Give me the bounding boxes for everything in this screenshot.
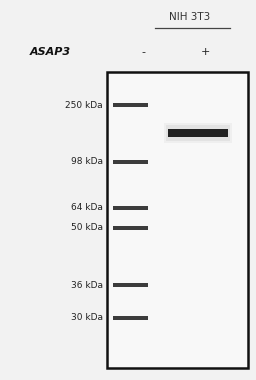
Text: 30 kDa: 30 kDa: [71, 314, 103, 323]
Text: 98 kDa: 98 kDa: [71, 157, 103, 166]
Text: 250 kDa: 250 kDa: [65, 100, 103, 109]
Bar: [166, 125, 230, 141]
Bar: [113, 103, 148, 107]
Bar: [113, 283, 148, 287]
Text: 50 kDa: 50 kDa: [71, 223, 103, 233]
Text: 64 kDa: 64 kDa: [71, 204, 103, 212]
Bar: [113, 160, 148, 164]
Text: ASAP3: ASAP3: [29, 47, 71, 57]
Text: NIH 3T3: NIH 3T3: [169, 12, 211, 22]
Text: +: +: [200, 47, 210, 57]
Bar: [164, 123, 232, 143]
Bar: [113, 206, 148, 210]
Bar: [168, 129, 228, 137]
Bar: [113, 316, 148, 320]
Bar: [113, 226, 148, 230]
Text: -: -: [141, 47, 145, 57]
Bar: [107, 72, 248, 368]
Text: 36 kDa: 36 kDa: [71, 280, 103, 290]
